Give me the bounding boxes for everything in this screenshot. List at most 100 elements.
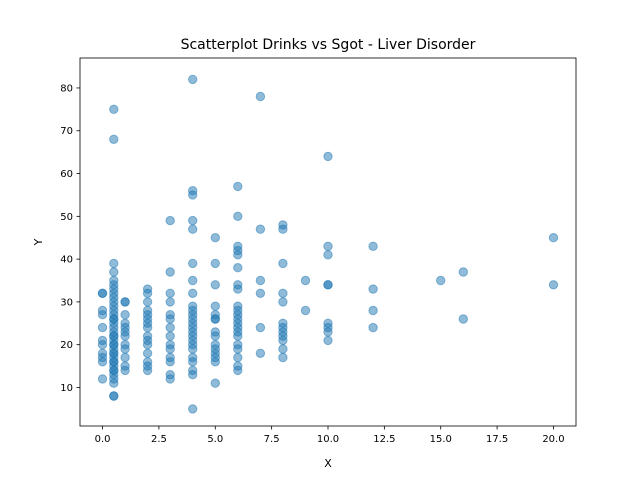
data-point — [109, 391, 119, 401]
data-point — [188, 344, 198, 354]
data-point — [210, 280, 221, 290]
data-point — [188, 215, 198, 226]
data-point — [142, 348, 153, 358]
data-point — [188, 224, 198, 234]
x-tick-label: 0.0 — [95, 434, 111, 445]
data-point — [255, 288, 266, 298]
data-point — [188, 275, 198, 286]
data-point — [300, 305, 311, 316]
data-point — [323, 335, 333, 346]
data-point — [548, 233, 559, 243]
data-point — [233, 211, 243, 222]
x-axis: 0.0 2.5 5.0 7.5 10.0 12.5 15.0 17.5 20.0 — [95, 426, 565, 445]
data-point — [188, 258, 198, 269]
data-point — [323, 280, 333, 290]
data-point — [109, 134, 119, 145]
data-point — [210, 378, 221, 388]
data-point — [233, 331, 243, 341]
x-tick-label: 5.0 — [207, 434, 223, 445]
data-point — [278, 335, 288, 346]
data-point — [120, 331, 130, 341]
y-tick-label: 40 — [60, 255, 73, 266]
data-point — [109, 365, 119, 376]
x-tick-label: 2.5 — [151, 434, 167, 445]
data-point — [255, 275, 266, 286]
data-point — [323, 151, 333, 162]
data-point — [109, 258, 119, 269]
data-point — [278, 297, 288, 307]
data-point — [165, 322, 175, 333]
data-point — [210, 357, 221, 367]
data-point — [188, 74, 198, 85]
data-point — [323, 241, 333, 252]
data-point — [165, 374, 175, 384]
data-point — [233, 344, 243, 354]
y-tick-label: 10 — [60, 383, 73, 394]
x-tick-label: 15.0 — [430, 434, 452, 445]
data-point — [188, 404, 198, 414]
data-point — [278, 352, 288, 363]
data-point — [233, 250, 243, 260]
data-point — [368, 322, 378, 333]
data-point — [188, 357, 198, 367]
data-point — [458, 314, 468, 324]
x-tick-label: 17.5 — [486, 434, 508, 445]
data-point — [210, 258, 221, 269]
data-point — [255, 224, 266, 234]
data-point — [97, 374, 108, 384]
data-point — [233, 365, 243, 376]
y-axis-label: Y — [32, 238, 45, 246]
data-point — [120, 365, 130, 376]
data-point — [109, 314, 119, 324]
data-point — [165, 215, 175, 226]
data-point — [210, 331, 221, 341]
data-point — [97, 322, 108, 333]
y-tick-label: 80 — [60, 83, 73, 94]
y-tick-label: 50 — [60, 212, 73, 223]
data-point — [165, 314, 175, 324]
data-point — [142, 297, 153, 307]
data-point — [210, 314, 221, 324]
y-tick-label: 60 — [60, 169, 73, 180]
data-point — [233, 284, 243, 294]
data-point — [142, 322, 153, 333]
x-tick-label: 20.0 — [542, 434, 564, 445]
data-point — [142, 340, 153, 350]
data-point — [188, 370, 198, 380]
y-tick-label: 30 — [60, 297, 73, 308]
data-point — [458, 267, 468, 277]
data-point — [120, 297, 130, 307]
y-tick-label: 20 — [60, 340, 73, 351]
data-point — [165, 331, 175, 341]
data-point — [368, 284, 378, 294]
data-point — [233, 263, 243, 273]
data-point — [278, 288, 288, 298]
data-point — [255, 322, 266, 333]
data-point — [233, 181, 243, 192]
data-point — [323, 327, 333, 337]
y-axis: 10 20 30 40 50 60 70 80 — [60, 83, 80, 394]
data-point — [436, 275, 446, 286]
data-point — [109, 331, 119, 341]
data-point — [210, 301, 221, 311]
data-point — [278, 224, 288, 234]
x-tick-label: 10.0 — [317, 434, 339, 445]
data-point — [368, 241, 378, 252]
data-point — [109, 267, 119, 277]
data-point — [300, 275, 311, 286]
data-point — [165, 357, 175, 367]
data-point — [278, 344, 288, 354]
data-point — [142, 365, 153, 376]
x-tick-label: 7.5 — [264, 434, 280, 445]
data-point — [188, 288, 198, 298]
y-tick-label: 70 — [60, 126, 73, 137]
data-point — [109, 340, 119, 350]
chart-title: Scatterplot Drinks vs Sgot - Liver Disor… — [181, 37, 476, 53]
data-point — [210, 233, 221, 243]
data-point — [165, 288, 175, 298]
data-point — [368, 305, 378, 316]
x-tick-label: 12.5 — [373, 434, 395, 445]
data-point — [165, 344, 175, 354]
